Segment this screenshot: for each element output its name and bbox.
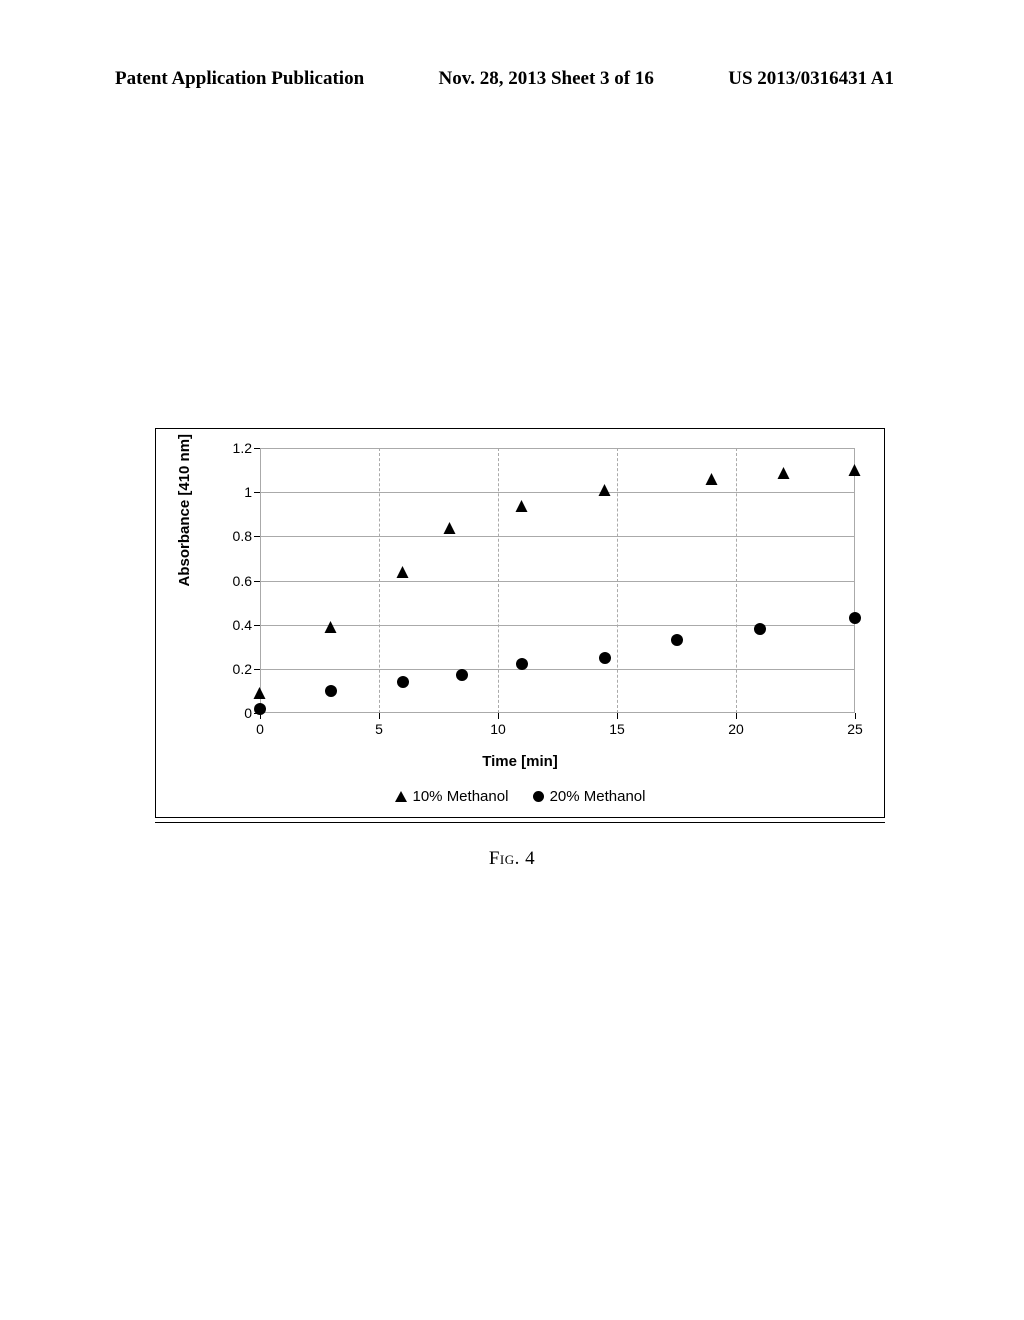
tick (736, 713, 737, 719)
data-point-triangle (515, 500, 527, 512)
data-point-circle (456, 669, 468, 681)
y-tick-label: 1.2 (222, 440, 252, 456)
data-point-circle (671, 634, 683, 646)
data-point-circle (325, 685, 337, 697)
data-point-circle (754, 623, 766, 635)
circle-icon (533, 791, 544, 802)
tick (617, 713, 618, 719)
tick (855, 713, 856, 719)
plot-area (260, 448, 855, 713)
data-point-triangle (849, 464, 861, 476)
x-tick-label: 5 (364, 721, 394, 737)
y-tick-label: 0.8 (222, 528, 252, 544)
data-point-circle (849, 612, 861, 624)
header-left: Patent Application Publication (115, 68, 364, 90)
figure-caption: Fig. 4 (0, 848, 1024, 870)
data-point-triangle (777, 467, 789, 479)
legend: 10% Methanol 20% Methanol (155, 788, 885, 806)
gridline-h (260, 448, 855, 449)
data-point-circle (254, 703, 266, 715)
tick (498, 713, 499, 719)
tick (254, 536, 260, 537)
legend-item: 10% Methanol (395, 788, 509, 805)
x-tick-label: 15 (602, 721, 632, 737)
data-point-triangle (254, 687, 266, 699)
gridline-h (260, 625, 855, 626)
data-point-triangle (706, 473, 718, 485)
data-point-circle (397, 676, 409, 688)
figure-container: Absorbance [410 nm] 0 0.2 0.4 0.6 0.8 1 1.2 0 5… (155, 428, 885, 818)
header-right: US 2013/0316431 A1 (728, 68, 894, 90)
tick (254, 669, 260, 670)
y-tick-label: 0.4 (222, 617, 252, 633)
gridline-v (379, 448, 380, 713)
tick (254, 581, 260, 582)
x-tick-label: 10 (483, 721, 513, 737)
y-tick-label: 1 (222, 484, 252, 500)
y-tick-label: 0 (222, 705, 252, 721)
data-point-triangle (396, 566, 408, 578)
bottom-rule (155, 822, 885, 823)
legend-label: 10% Methanol (413, 788, 509, 805)
data-point-triangle (599, 484, 611, 496)
data-point-triangle (444, 522, 456, 534)
y-axis-title: Absorbance [410 nm] (176, 434, 193, 587)
legend-item: 20% Methanol (533, 788, 646, 805)
legend-label: 20% Methanol (550, 788, 646, 805)
data-point-circle (599, 652, 611, 664)
x-axis-title: Time [min] (155, 753, 885, 770)
x-tick-label: 25 (840, 721, 870, 737)
gridline-h (260, 492, 855, 493)
page-header: Patent Application Publication Nov. 28, … (0, 68, 1024, 90)
gridline-h (260, 669, 855, 670)
data-point-circle (516, 658, 528, 670)
tick (254, 625, 260, 626)
x-tick-label: 20 (721, 721, 751, 737)
tick (254, 448, 260, 449)
triangle-icon (395, 791, 407, 802)
header-center: Nov. 28, 2013 Sheet 3 of 16 (439, 68, 654, 90)
gridline-v (617, 448, 618, 713)
y-tick-label: 0.6 (222, 573, 252, 589)
gridline-v (736, 448, 737, 713)
gridline-h (260, 581, 855, 582)
gridline-h (260, 536, 855, 537)
y-tick-label: 0.2 (222, 661, 252, 677)
gridline-v (498, 448, 499, 713)
data-point-triangle (325, 621, 337, 633)
tick (254, 492, 260, 493)
tick (379, 713, 380, 719)
x-tick-label: 0 (245, 721, 275, 737)
